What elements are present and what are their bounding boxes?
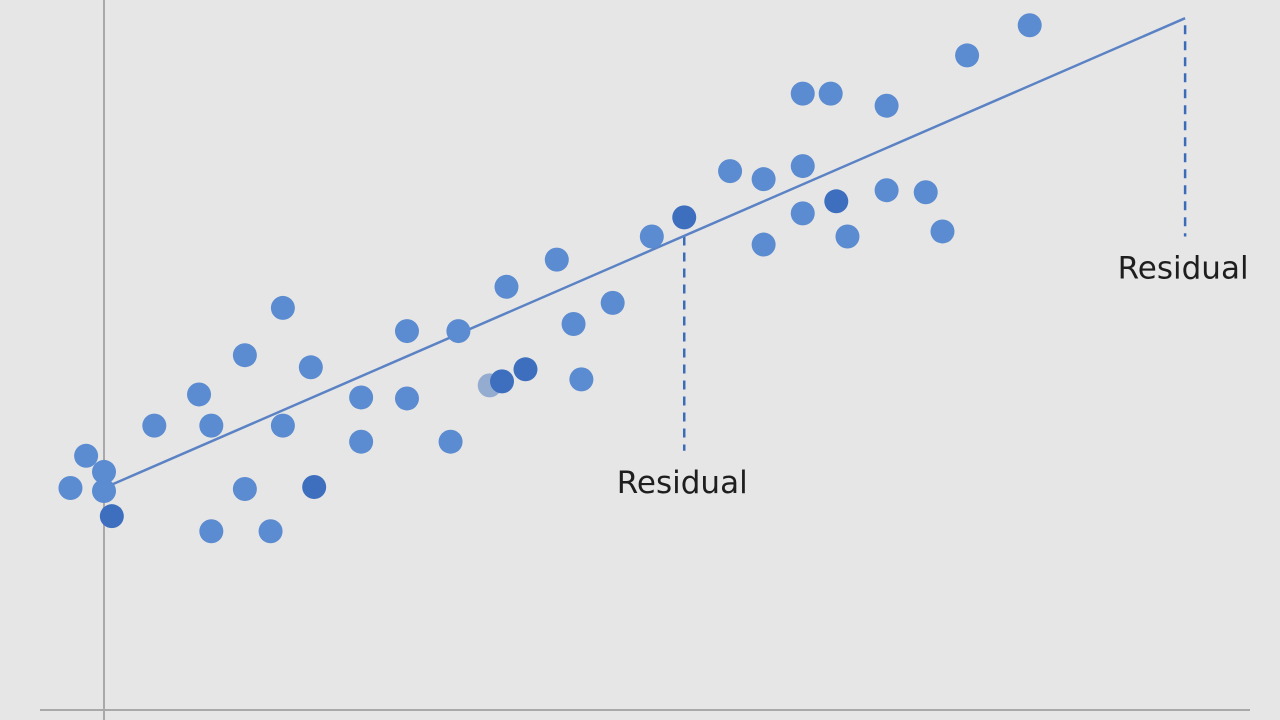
data-point [672, 205, 697, 230]
data-point [199, 519, 224, 544]
data-point [199, 413, 224, 438]
data-point [874, 93, 899, 118]
data-point [349, 385, 374, 410]
data-point [751, 232, 776, 257]
residual-lines [682, 25, 1187, 451]
data-point [561, 312, 586, 337]
data-point [544, 247, 569, 272]
data-point [298, 355, 323, 380]
data-point [349, 429, 374, 454]
regression-line [103, 17, 1186, 490]
data-point [718, 159, 743, 184]
data-point [270, 295, 295, 320]
annotation-labels: Residual Residual [617, 251, 1249, 501]
data-point [874, 178, 899, 203]
data-point [824, 189, 849, 214]
residual-label: Residual [617, 465, 748, 501]
data-point [92, 459, 116, 484]
data-point [270, 413, 295, 438]
data-points [58, 13, 1042, 544]
data-point [490, 369, 515, 394]
data-point [818, 81, 843, 106]
data-point [569, 367, 594, 392]
data-point [58, 476, 83, 500]
data-point [394, 319, 419, 344]
data-point [232, 343, 257, 368]
data-point [790, 81, 815, 106]
data-point [92, 479, 116, 504]
data-point [232, 477, 257, 502]
data-point [835, 224, 860, 249]
data-point [74, 443, 99, 468]
data-point [187, 382, 212, 407]
data-point [930, 219, 955, 244]
data-point [99, 504, 124, 529]
data-point [1017, 13, 1042, 38]
data-point [913, 180, 938, 205]
data-point [513, 357, 538, 382]
data-point [790, 201, 815, 226]
data-point [494, 274, 519, 299]
data-point [446, 319, 471, 344]
data-point [955, 43, 980, 68]
data-point [302, 474, 327, 499]
data-point [438, 429, 463, 454]
data-point [142, 413, 167, 438]
data-point [258, 519, 283, 544]
data-point [790, 154, 815, 179]
residual-label: Residual [1118, 251, 1249, 287]
data-point [394, 386, 419, 411]
data-point [751, 167, 776, 192]
data-point [600, 290, 625, 315]
data-point [639, 224, 664, 249]
